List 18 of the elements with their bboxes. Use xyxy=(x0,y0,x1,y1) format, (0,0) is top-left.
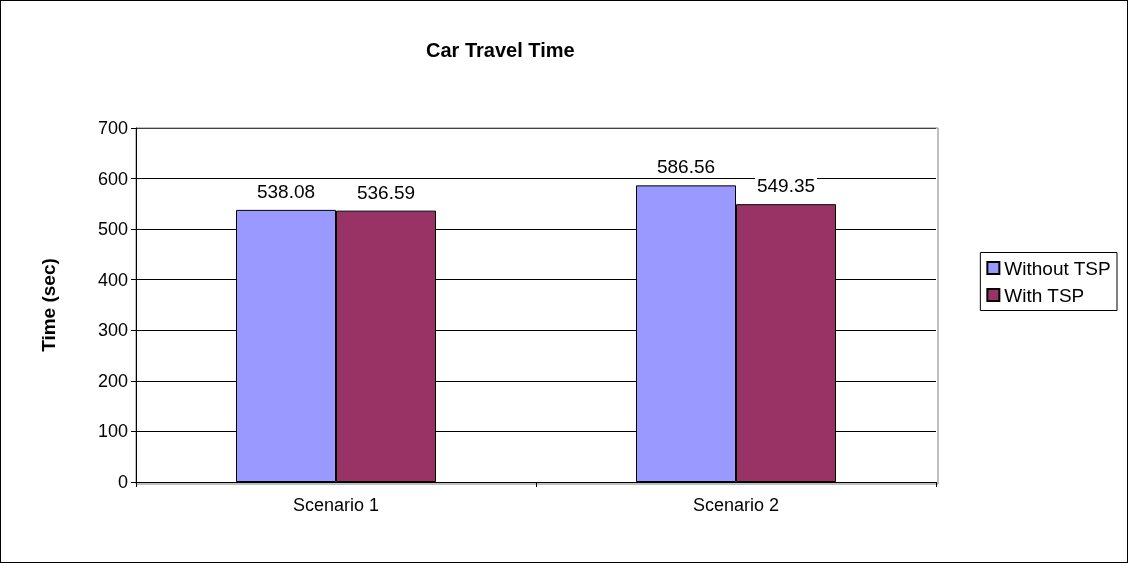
data-label: 549.35 xyxy=(756,175,816,197)
data-label: 536.59 xyxy=(356,181,416,203)
legend-label: With TSP xyxy=(1004,284,1085,306)
data-label: 538.08 xyxy=(256,180,316,202)
y-axis-title: Time (sec) xyxy=(38,258,59,352)
legend-label: Without TSP xyxy=(1004,257,1111,279)
y-tick-label: 500 xyxy=(97,219,128,240)
y-tick-label: 300 xyxy=(97,320,128,341)
x-tick-label: Scenario 2 xyxy=(692,495,780,515)
y-tick-label: 600 xyxy=(97,168,128,189)
chart-title: Car Travel Time xyxy=(426,39,575,61)
y-tick-label: 100 xyxy=(97,421,128,442)
data-label: 586.56 xyxy=(656,156,716,178)
y-tick-label: 0 xyxy=(117,472,128,492)
x-tick-label: Scenario 1 xyxy=(292,495,380,515)
y-tick-label: 700 xyxy=(97,118,128,138)
y-tick-label: 400 xyxy=(97,269,128,290)
y-tick-label: 200 xyxy=(97,370,128,391)
